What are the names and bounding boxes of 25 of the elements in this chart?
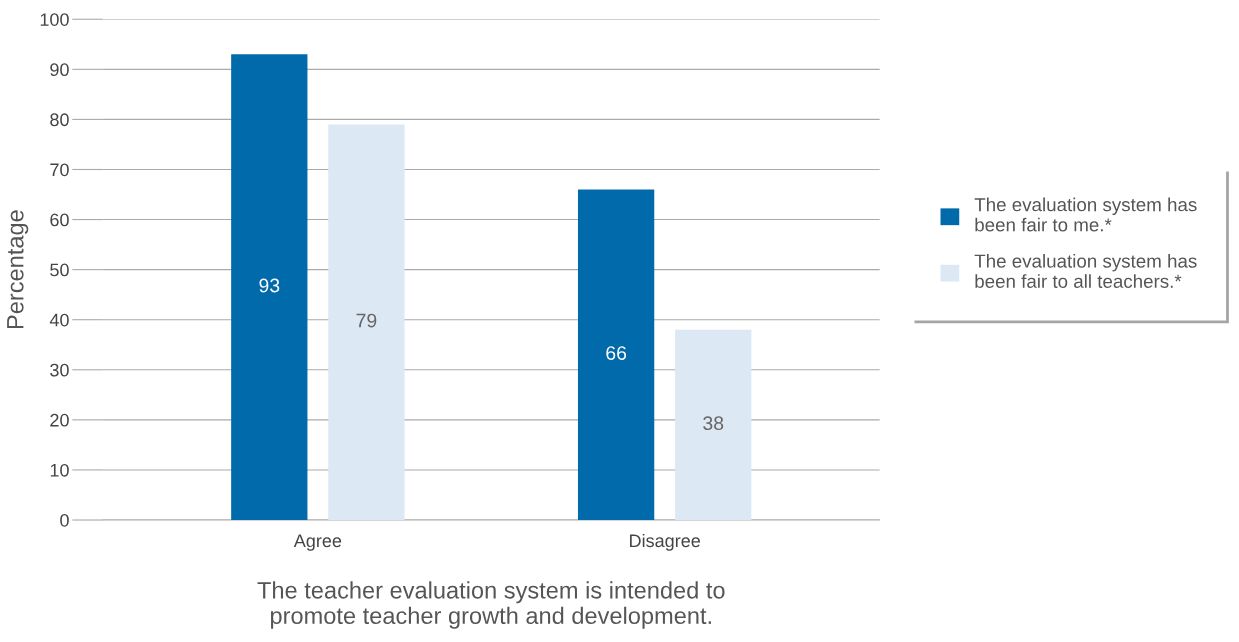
y-axis-title: Percentage — [7, 210, 29, 329]
y-tick-label: 90 — [50, 63, 69, 77]
y-tick-label: 50 — [50, 263, 69, 277]
data-label: 79 — [356, 313, 377, 328]
bar — [231, 54, 308, 521]
data-label: 93 — [259, 278, 280, 293]
legend-label: The evaluation system has been fair to me.* — [974, 197, 1197, 232]
data-label: 38 — [703, 416, 724, 431]
y-tick-label: 70 — [50, 163, 69, 177]
bar — [675, 329, 752, 521]
bar — [577, 189, 655, 521]
y-tick-label: 60 — [50, 213, 69, 227]
bar — [328, 124, 405, 521]
x-axis-title: The teacher evaluation system is intended to promote teacher growth and development. — [257, 581, 725, 629]
y-tick-label: 40 — [49, 313, 69, 327]
legend-label: The evaluation system has been fair to all teachers.* — [974, 253, 1197, 288]
y-tick-label: 10 — [50, 463, 69, 477]
x-tick-label: Agree — [293, 534, 342, 551]
x-tick-label: Disagree — [630, 533, 700, 551]
y-tick-label: 0 — [60, 513, 69, 527]
y-tick-label: 30 — [50, 363, 69, 377]
y-tick-label: 100 — [40, 13, 69, 26]
data-label: 66 — [606, 346, 627, 360]
y-tick-label: 20 — [50, 413, 69, 427]
y-tick-label: 80 — [50, 113, 69, 127]
